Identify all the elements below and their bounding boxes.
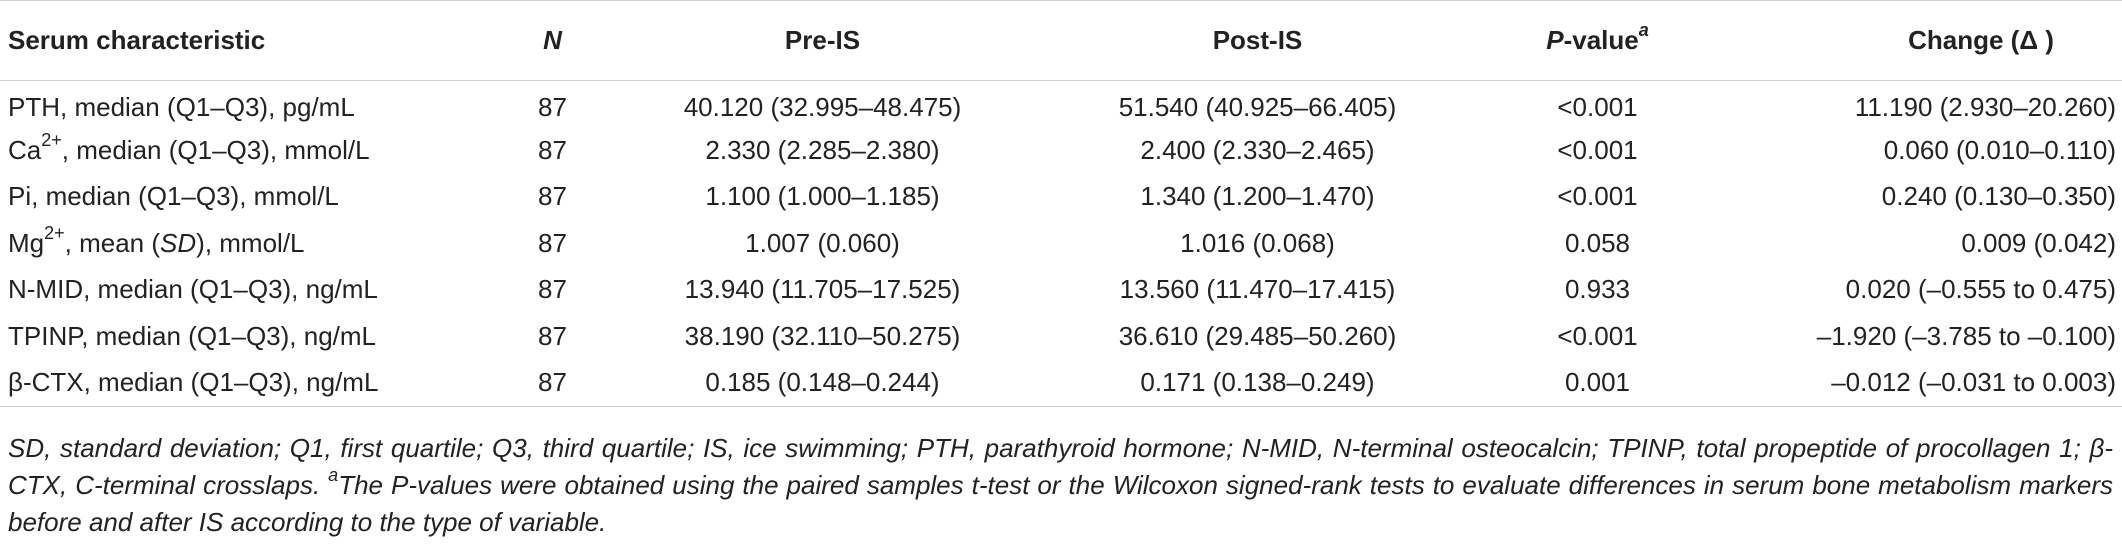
table-row: TPINP, median (Q1–Q3), ng/mL 87 38.190 (… (0, 313, 2122, 360)
row-change: 0.240 (0.130–0.350) (1881, 181, 2116, 212)
header-characteristic: Serum characteristic (0, 0, 500, 81)
row-label: Ca2+, median (Q1–Q3), mmol/L (0, 127, 500, 174)
row-n: 87 (538, 134, 567, 165)
header-p-rest: -value (1563, 25, 1639, 55)
header-p-letter: P (1546, 25, 1564, 55)
header-p-sup: a (1638, 20, 1649, 41)
row-change: 11.190 (2.930–20.260) (1854, 91, 2116, 122)
header-p-value: P-valuea (1475, 0, 1720, 81)
row-post: 36.610 (29.485–50.260) (1118, 320, 1397, 351)
header-n: N (500, 0, 605, 81)
table-footnote: SD, standard deviation; Q1, first quarti… (8, 430, 2113, 541)
table-row: Ca2+, median (Q1–Q3), mmol/L 87 2.330 (2… (0, 127, 2122, 174)
row-label-rest: , mean ( (64, 227, 161, 258)
footnote-note: The P-values were obtained using the pai… (8, 470, 2113, 537)
serum-characteristics-table: Serum characteristic N Pre-IS Post-IS P-… (0, 0, 2122, 407)
row-label: Pi, median (Q1–Q3), mmol/L (8, 181, 339, 212)
row-post: 1.340 (1.200–1.470) (1140, 181, 1375, 212)
row-p: 0.058 (1564, 227, 1631, 258)
row-pre: 0.185 (0.148–0.244) (605, 359, 1040, 407)
row-label-italic: SD (160, 227, 197, 258)
table-row: β-CTX, median (Q1–Q3), ng/mL 87 0.185 (0… (0, 359, 2122, 407)
row-label: β-CTX, median (Q1–Q3), ng/mL (0, 359, 500, 407)
table-row: Mg2+, mean (SD), mmol/L 87 1.007 (0.060)… (0, 220, 2122, 267)
row-p: 0.933 (1564, 274, 1631, 305)
footnote-sup: a (328, 465, 339, 486)
row-label-sup: 2+ (41, 130, 62, 151)
table-row: N-MID, median (Q1–Q3), ng/mL 87 13.940 (… (0, 267, 2122, 314)
row-label: PTH, median (Q1–Q3), pg/mL (8, 91, 355, 122)
row-pre: 38.190 (32.110–50.275) (684, 320, 961, 351)
row-change: 0.009 (0.042) (1961, 227, 2116, 258)
row-pre: 1.100 (1.000–1.185) (705, 181, 940, 212)
row-label: Mg2+, mean (SD), mmol/L (0, 220, 500, 267)
row-n: 87 (538, 274, 567, 305)
row-post: 51.540 (40.925–66.405) (1118, 91, 1397, 122)
row-change: –1.920 (–3.785 to –0.100) (1816, 320, 2116, 351)
header-change: Change (Δ ) (1720, 0, 2122, 81)
row-n: 87 (538, 227, 567, 258)
footnote-abbreviations: SD, standard deviation; Q1, first quarti… (8, 433, 2113, 500)
header-post-is: Post-IS (1040, 0, 1475, 81)
row-label-rest: , median (Q1–Q3), mmol/L (61, 134, 370, 165)
row-pre: 1.007 (0.060) (745, 227, 900, 258)
row-label-sup: 2+ (44, 223, 65, 244)
row-post: 0.171 (0.138–0.249) (1040, 359, 1475, 407)
table-row: Pi, median (Q1–Q3), mmol/L 87 1.100 (1.0… (0, 174, 2122, 221)
row-post: 1.016 (0.068) (1180, 227, 1335, 258)
row-p: <0.001 (1557, 134, 1638, 165)
row-post: 2.400 (2.330–2.465) (1140, 134, 1375, 165)
table-header-row: Serum characteristic N Pre-IS Post-IS P-… (0, 0, 2122, 81)
row-n: 87 (538, 91, 567, 122)
row-n: 87 (538, 181, 567, 212)
row-p: <0.001 (1557, 91, 1638, 122)
row-change: 0.020 (–0.555 to 0.475) (1845, 274, 2116, 305)
row-post: 13.560 (11.470–17.415) (1119, 274, 1396, 305)
row-label-base: Mg (8, 227, 45, 258)
row-pre: 40.120 (32.995–48.475) (683, 91, 962, 122)
row-n: 87 (538, 320, 567, 351)
row-p: 0.001 (1475, 359, 1720, 407)
row-label: TPINP, median (Q1–Q3), ng/mL (8, 320, 377, 351)
row-label-tail: ), mmol/L (196, 227, 305, 258)
row-p: <0.001 (1557, 181, 1638, 212)
row-n: 87 (500, 359, 605, 407)
row-pre: 2.330 (2.285–2.380) (705, 134, 940, 165)
row-change: –0.012 (–0.031 to 0.003) (1720, 359, 2122, 407)
row-change: 0.060 (0.010–0.110) (1883, 134, 2116, 165)
row-label-base: Ca (8, 134, 42, 165)
row-pre: 13.940 (11.705–17.525) (684, 274, 961, 305)
row-label: N-MID, median (Q1–Q3), ng/mL (8, 274, 378, 305)
header-pre-is: Pre-IS (605, 0, 1040, 81)
table-row: PTH, median (Q1–Q3), pg/mL 87 40.120 (32… (0, 81, 2122, 128)
row-p: <0.001 (1557, 320, 1638, 351)
